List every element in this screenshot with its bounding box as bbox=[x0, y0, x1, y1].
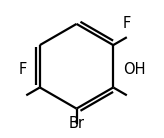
Text: OH: OH bbox=[123, 62, 145, 76]
Text: F: F bbox=[18, 62, 27, 76]
Text: F: F bbox=[123, 16, 131, 31]
Text: Br: Br bbox=[69, 116, 84, 131]
